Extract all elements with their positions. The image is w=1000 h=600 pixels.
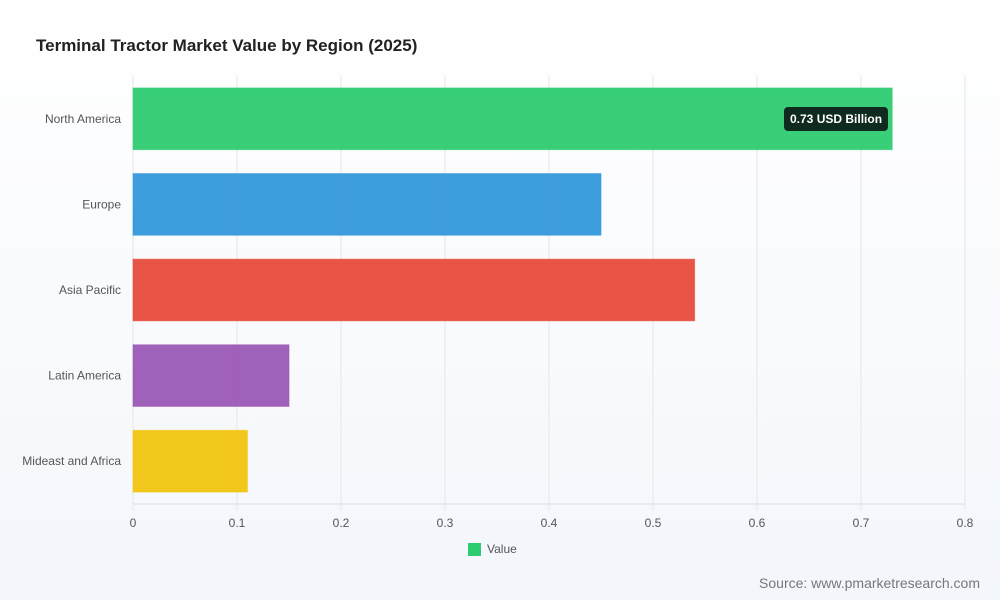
category-label: Europe — [82, 197, 121, 211]
category-label: Latin America — [48, 369, 121, 383]
value-tooltip: 0.73 USD Billion — [784, 107, 889, 131]
tick-labels: 0 0.1 0.2 0.3 0.4 0.5 0.6 0.7 0.8 — [130, 516, 974, 530]
x-tick-label: 0 — [130, 516, 137, 530]
bar[interactable] — [132, 258, 696, 322]
x-tick-label: 0.3 — [437, 516, 454, 530]
category-labels: North America Europe Asia Pacific Latin Ame… — [22, 112, 121, 468]
chart-title: Terminal Tractor Market Value by Region … — [36, 36, 418, 55]
x-tick-label: 0.2 — [333, 516, 350, 530]
x-tick-label: 0.4 — [541, 516, 558, 530]
legend[interactable]: Value — [468, 542, 517, 556]
category-label: Mideast and Africa — [22, 454, 121, 468]
category-label: North America — [45, 112, 121, 126]
x-tick-label: 0.6 — [749, 516, 766, 530]
source-text: Source: www.pmarketresearch.com — [759, 575, 980, 591]
bar[interactable] — [132, 429, 248, 493]
category-label: Asia Pacific — [59, 283, 121, 297]
bar[interactable] — [132, 344, 290, 407]
x-tick-label: 0.7 — [853, 516, 870, 530]
bars — [132, 87, 893, 493]
x-tick-label: 0.8 — [957, 516, 974, 530]
bar[interactable] — [132, 173, 602, 236]
bar[interactable] — [132, 87, 893, 151]
x-tick-label: 0.5 — [645, 516, 662, 530]
x-tick-label: 0.1 — [229, 516, 246, 530]
legend-swatch — [468, 542, 481, 556]
legend-label: Value — [487, 542, 517, 556]
